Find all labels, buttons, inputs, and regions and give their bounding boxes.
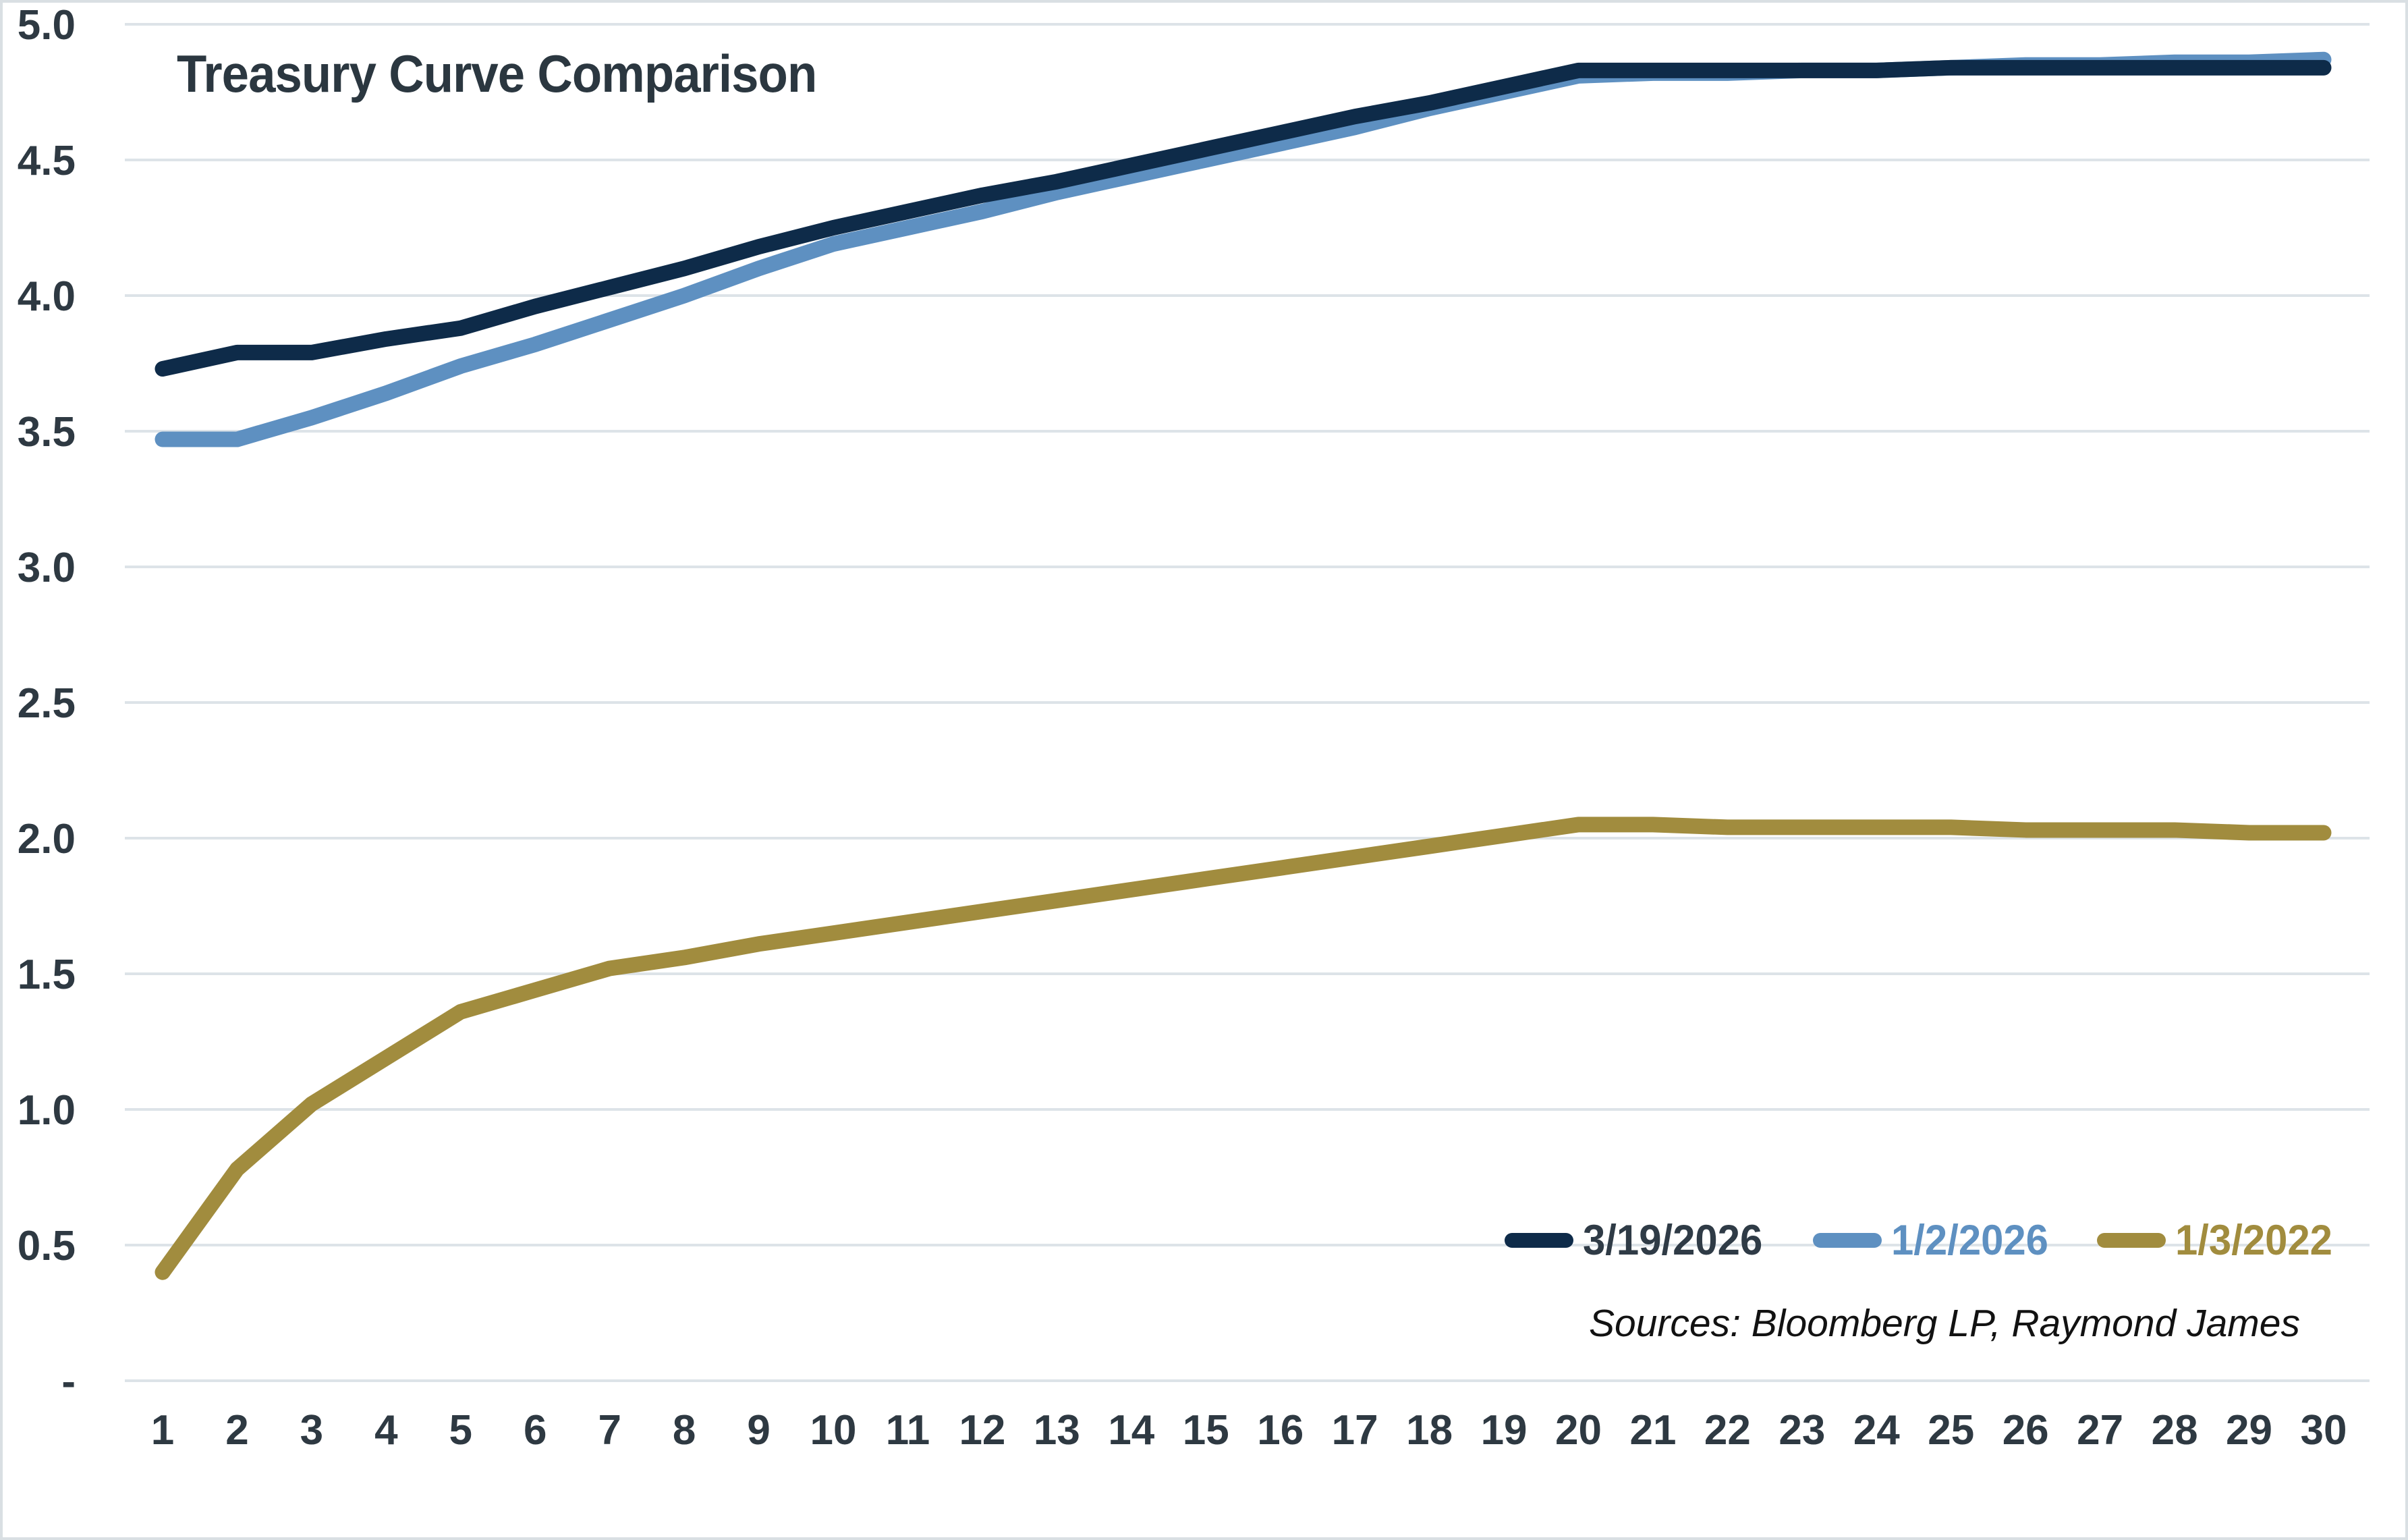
y-tick-label: 2.0 <box>18 816 76 862</box>
x-tick-label: 17 <box>1332 1407 1378 1454</box>
y-tick-label: 1.5 <box>18 952 76 998</box>
series-line-1-2-2026 <box>155 51 2332 447</box>
y-tick-label: 0.5 <box>18 1223 76 1269</box>
x-tick-label: 7 <box>598 1407 621 1454</box>
y-tick-label: 1.0 <box>18 1087 76 1134</box>
x-tick-label: 16 <box>1257 1407 1304 1454</box>
legend-line-swatch-blue <box>1812 1233 1882 1248</box>
x-tick-label: 30 <box>2301 1407 2347 1454</box>
x-tick-label: 29 <box>2226 1407 2272 1454</box>
x-tick-label: 12 <box>959 1407 1005 1454</box>
x-tick-label: 15 <box>1183 1407 1229 1454</box>
legend-item-3-19-2026: 3/19/2026 <box>1505 1216 1772 1265</box>
legend-item-1-3-2022: 1/3/2022 <box>2096 1216 2341 1265</box>
x-tick-label: 8 <box>673 1407 696 1454</box>
x-tick-label: 24 <box>1853 1407 1900 1454</box>
chart-title: Treasury Curve Comparison <box>177 44 817 103</box>
x-tick-label: 20 <box>1555 1407 1602 1454</box>
x-tick-label: 19 <box>1481 1407 1528 1454</box>
x-tick-label: 1 <box>151 1407 174 1454</box>
x-tick-label: 28 <box>2152 1407 2198 1454</box>
x-tick-label: 25 <box>1928 1407 1974 1454</box>
y-tick-label: 4.0 <box>18 273 76 320</box>
y-tick-label: 3.0 <box>18 545 76 591</box>
y-tick-label: 5.0 <box>18 2 76 49</box>
x-tick-label: 2 <box>225 1407 248 1454</box>
x-tick-label: 13 <box>1034 1407 1080 1454</box>
series-line-1-3-2022 <box>155 817 2332 1280</box>
legend-label: 1/2/2026 <box>1891 1217 2048 1264</box>
x-tick-label: 21 <box>1629 1407 1676 1454</box>
x-tick-label: 9 <box>747 1407 770 1454</box>
legend-item-1-2-2026: 1/2/2026 <box>1812 1216 2056 1265</box>
y-tick-label: 4.5 <box>18 138 76 184</box>
x-tick-label: 11 <box>886 1407 930 1454</box>
x-tick-label: 26 <box>2003 1407 2049 1454</box>
legend-label: 1/3/2022 <box>2175 1217 2332 1264</box>
x-tick-label: 3 <box>300 1407 323 1454</box>
x-tick-label: 6 <box>524 1407 547 1454</box>
x-tick-label: 5 <box>449 1407 472 1454</box>
x-tick-label: 4 <box>374 1407 398 1454</box>
y-tick-label: 2.5 <box>18 680 76 727</box>
y-tick-label: 3.5 <box>18 409 76 456</box>
y-tick-label: - <box>61 1358 76 1405</box>
legend-line-swatch-navy <box>1505 1233 1574 1248</box>
x-tick-label: 18 <box>1406 1407 1453 1454</box>
x-tick-label: 22 <box>1704 1407 1751 1454</box>
x-tick-label: 27 <box>2077 1407 2123 1454</box>
series-line-3-19-2026 <box>155 59 2332 377</box>
legend-label: 3/19/2026 <box>1583 1217 1763 1264</box>
x-tick-label: 23 <box>1779 1407 1825 1454</box>
x-tick-label: 14 <box>1108 1407 1154 1454</box>
legend-line-swatch-gold <box>2096 1233 2166 1248</box>
chart-legend: 3/19/2026 1/2/2026 1/3/2022 <box>1505 1216 2341 1265</box>
source-note: Sources: Bloomberg LP, Raymond James <box>1589 1302 2300 1345</box>
x-tick-label: 10 <box>810 1407 857 1454</box>
